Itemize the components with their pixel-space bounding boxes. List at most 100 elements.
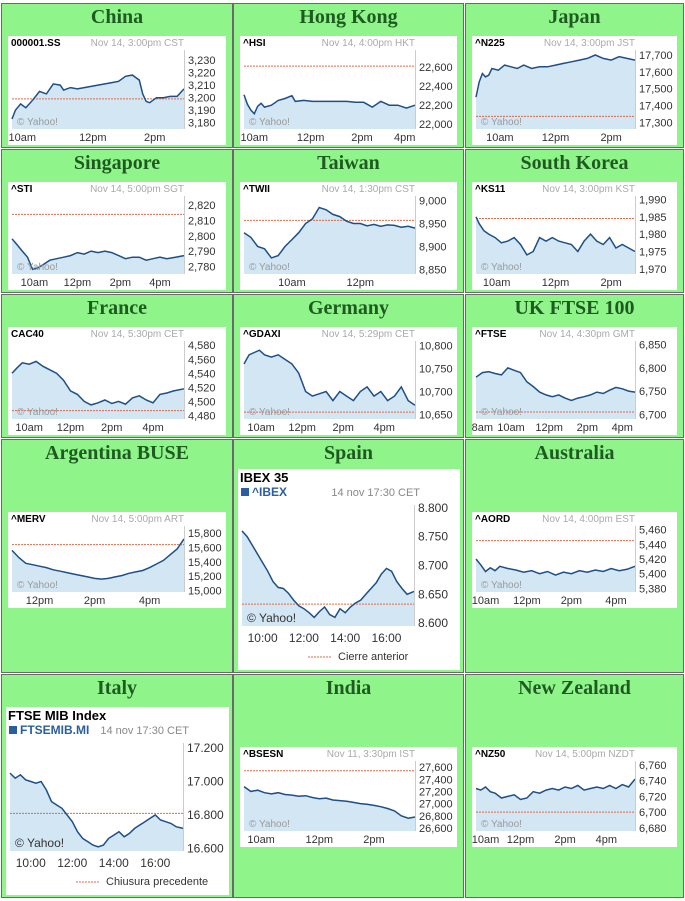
panel-title: Taiwan [317, 152, 380, 174]
y-tick-label: 6,750 [639, 386, 667, 398]
panel-germany: Germany ^GDAXI Nov 14, 5:29pm CET 10,800 10,… [233, 294, 464, 438]
yahoo-watermark: © Yahoo! [17, 580, 58, 591]
chart-hong-kong[interactable]: ^HSI Nov 14, 4:00pm HKT 22,600 22,400 22,200… [240, 36, 457, 145]
x-tick-label: 12pm [297, 132, 325, 144]
chart-date: Nov 14, 5:29pm CET [322, 329, 415, 340]
x-tick-label: 2pm [600, 132, 621, 144]
x-tick-label: 4pm [596, 834, 617, 846]
yahoo-watermark: © Yahoo! [481, 117, 522, 128]
y-tick-label: 17,500 [639, 84, 673, 96]
y-tick-label: 6,850 [639, 340, 667, 352]
x-tick-label: 2pm [84, 595, 105, 607]
y-tick-label: 6,700 [639, 409, 667, 421]
x-tick-label: 2pm [110, 277, 131, 289]
panel-title: Argentina BUSE [45, 442, 189, 464]
chart-symbol: FTSEMIB.MI [20, 723, 89, 737]
chart-symbol: CAC40 [11, 329, 44, 340]
chart-china[interactable]: 000001.SS Nov 14, 3:00pm CST 3,230 3,220 3,2… [8, 36, 226, 145]
x-tick-label: 10am [247, 834, 275, 846]
x-tick-label: 4pm [142, 422, 163, 434]
y-tick-label: 15,800 [188, 528, 222, 540]
y-tick-label: 8,850 [419, 264, 447, 276]
price-line [11, 74, 185, 120]
chart-svg: ^N225 Nov 14, 3:00pm JST 17,700 17,600 17,50… [475, 38, 673, 144]
chart-date: Nov 14, 5:00pm ART [91, 514, 184, 525]
y-tick-label: 3,210 [188, 80, 216, 92]
price-area [10, 773, 183, 851]
chart-australia[interactable]: ^AORD Nov 14, 4:00pm EST 5,460 5,440 5,420 5,… [472, 512, 677, 608]
x-tick-label: 12pm [542, 277, 570, 289]
x-tick-label: 10am [486, 132, 514, 144]
y-tick-label: 5,380 [639, 583, 667, 595]
y-tick-label: 8.600 [418, 616, 448, 630]
y-tick-label: 15,000 [188, 586, 222, 598]
panel-title: Germany [307, 297, 390, 319]
legend-label: Chiusura precedente [106, 876, 208, 888]
panel-china: China 000001.SS Nov 14, 3:00pm CST 3,230 3,2… [1, 3, 233, 148]
chart-symbol: ^GDAXI [243, 329, 281, 340]
panel-france: France CAC40 Nov 14, 5:30pm CET 4,580 4,560 4… [1, 294, 233, 438]
x-tick-label: 2pm [577, 422, 598, 434]
y-tick-label: 8,950 [419, 219, 447, 231]
panel-australia: Australia ^AORD Nov 14, 4:00pm EST 5,460 5,4… [465, 439, 684, 673]
chart-date: Nov 11, 3:30pm IST [327, 749, 415, 760]
chart-symbol: ^TWII [243, 184, 270, 195]
y-tick-label: 22,400 [419, 81, 453, 93]
panel-title: Spain [324, 442, 373, 464]
y-tick-label: 27,400 [419, 774, 453, 786]
chart-italy[interactable]: FTSE MIB Index FTSEMIB.MI 14 nov 17:30 CET… [6, 707, 229, 895]
panel-italy: Italy FTSE MIB Index FTSEMIB.MI 14 nov 17:3… [1, 674, 233, 898]
chart-singapore[interactable]: ^STI Nov 14, 5:00pm SGT 2,820 2,810 2,800 2,7… [8, 182, 226, 290]
y-tick-label: 4,500 [188, 396, 216, 408]
x-tick-label: 12pm [347, 277, 375, 289]
x-tick-label: 10am [21, 277, 49, 289]
chart-spain[interactable]: IBEX 35 ^IBEX 14 nov 17:30 CET 8.800 8.750 8.… [238, 469, 460, 670]
price-area [244, 350, 415, 419]
y-tick-label: 9,000 [419, 196, 447, 208]
y-tick-label: 3,180 [188, 118, 216, 130]
chart-new-zealand[interactable]: ^NZ50 Nov 14, 5:00pm NZDT 6,760 6,740 6,720 6… [472, 747, 677, 847]
price-line [243, 206, 416, 259]
price-line [475, 778, 636, 801]
chart-france[interactable]: CAC40 Nov 14, 5:30pm CET 4,580 4,560 4,540 4,… [8, 327, 226, 435]
y-tick-label: 15,600 [188, 543, 222, 555]
y-tick-label: 27,600 [419, 762, 453, 774]
chart-svg: ^NZ50 Nov 14, 5:00pm NZDT 6,760 6,740 6,720 6… [472, 749, 667, 846]
chart-argentina-buse[interactable]: ^MERV Nov 14, 5:00pm ART 15,800 15,600 15,40… [8, 512, 226, 608]
y-tick-label: 5,400 [639, 569, 667, 581]
chart-symbol: ^KS11 [475, 184, 506, 195]
y-tick-label: 1,990 [639, 194, 667, 206]
y-tick-label: 6,680 [639, 823, 667, 835]
panel-title: Japan [548, 6, 601, 28]
y-tick-label: 10,750 [419, 364, 453, 376]
y-tick-label: 22,200 [419, 100, 453, 112]
chart-title: FTSE MIB Index [8, 708, 107, 723]
price-area [244, 786, 415, 831]
chart-germany[interactable]: ^GDAXI Nov 14, 5:29pm CET 10,800 10,750 10,7… [240, 327, 457, 435]
x-tick-label: 16:00 [371, 631, 401, 645]
x-tick-label: 2pm [144, 132, 165, 144]
chart-uk-ftse-100[interactable]: ^FTSE Nov 14, 4:30pm GMT 6,850 6,800 6,750 6,… [472, 327, 677, 435]
chart-date: Nov 14, 3:00pm CST [91, 38, 184, 49]
y-tick-label: 26,800 [419, 811, 453, 823]
x-tick-label: 10am [472, 595, 499, 607]
y-tick-label: 3,190 [188, 105, 216, 117]
y-tick-label: 17.000 [187, 775, 224, 789]
y-tick-label: 8.750 [418, 530, 448, 544]
chart-svg: ^KS11 Nov 14, 3:00pm KST 1,990 1,985 1,980 1,… [475, 184, 667, 289]
chart-taiwan[interactable]: ^TWII Nov 14, 1:30pm CST 9,000 8,950 8,900 8,… [240, 182, 457, 290]
y-tick-label: 8.650 [418, 587, 448, 601]
chart-south-korea[interactable]: ^KS11 Nov 14, 3:00pm KST 1,990 1,985 1,980 1,… [472, 182, 677, 290]
y-tick-label: 17.200 [187, 741, 224, 755]
y-tick-label: 4,560 [188, 354, 216, 366]
x-tick-label: 4pm [149, 277, 170, 289]
chart-date: Nov 14, 4:30pm GMT [539, 329, 635, 340]
chart-date: Nov 14, 3:00pm JST [544, 38, 635, 49]
y-tick-label: 22,600 [419, 62, 453, 74]
price-line [11, 238, 185, 271]
x-tick-label: 10am [247, 422, 275, 434]
x-tick-label: 12pm [79, 132, 107, 144]
chart-japan[interactable]: ^N225 Nov 14, 3:00pm JST 17,700 17,600 17,50… [472, 36, 677, 145]
chart-india[interactable]: ^BSESN Nov 11, 3:30pm IST 27,600 27,400 27,2… [240, 747, 457, 847]
x-tick-label: 2pm [600, 277, 621, 289]
